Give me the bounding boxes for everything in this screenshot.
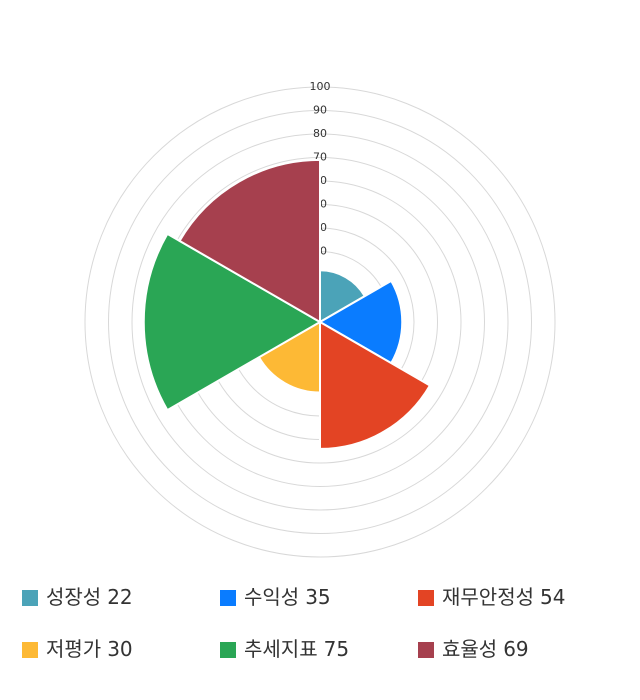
legend-swatch <box>22 642 38 658</box>
r-tick-label: 80 <box>313 127 327 140</box>
legend-label: 효율성 69 <box>442 637 529 661</box>
sector <box>142 232 323 412</box>
legend-value: 69 <box>503 637 528 661</box>
legend-swatch <box>220 590 236 606</box>
grid-ring <box>131 133 509 511</box>
legend-name: 재무안정성 <box>442 585 534 609</box>
r-tick-label: 100 <box>310 80 331 93</box>
sector <box>319 320 432 450</box>
legend-label: 추세지표 75 <box>244 637 349 661</box>
sector <box>317 279 404 365</box>
legend-label: 수익성 35 <box>244 585 331 609</box>
legend-label: 성장성 22 <box>46 585 133 609</box>
sector <box>319 269 367 324</box>
legend-value: 35 <box>305 585 330 609</box>
legend-value: 22 <box>107 585 132 609</box>
legend-value: 75 <box>324 637 349 661</box>
legend-value: 54 <box>540 585 565 609</box>
legend-name: 성장성 <box>46 585 101 609</box>
legend-name: 저평가 <box>46 637 101 661</box>
legend-swatch <box>220 642 236 658</box>
r-tick-label: 90 <box>313 104 327 117</box>
legend-swatch <box>22 590 38 606</box>
legend-swatch <box>418 642 434 658</box>
legend-label: 저평가 30 <box>46 637 133 661</box>
legend-label: 재무안정성 54 <box>442 585 565 609</box>
legend-name: 추세지표 <box>244 637 318 661</box>
legend-name: 수익성 <box>244 585 299 609</box>
sector <box>178 158 321 324</box>
grid-ring <box>108 110 532 534</box>
legend-name: 효율성 <box>442 637 497 661</box>
grid-ring <box>84 86 556 558</box>
sector <box>257 320 321 394</box>
legend-swatch <box>418 590 434 606</box>
legend-value: 30 <box>107 637 132 661</box>
